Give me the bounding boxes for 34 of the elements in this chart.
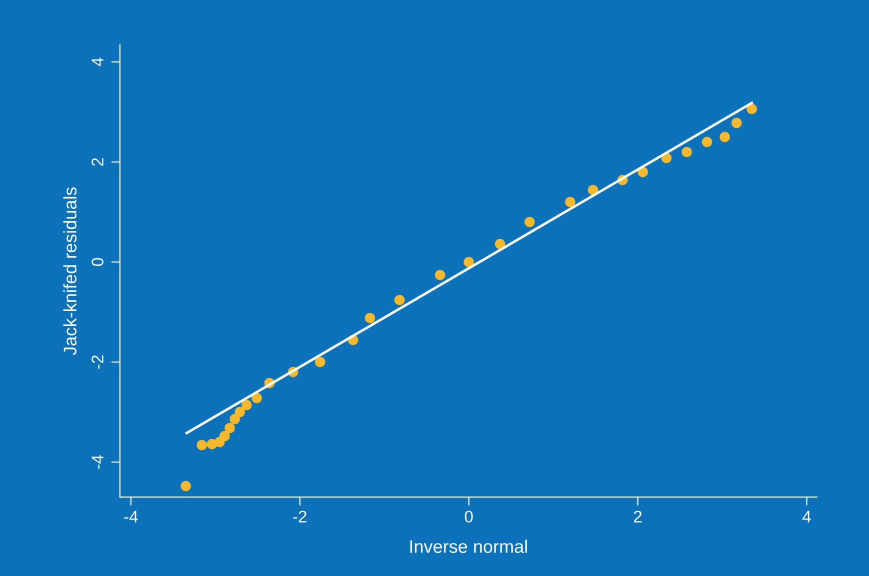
point	[234, 406, 246, 418]
point	[720, 132, 730, 142]
y-axis-title: Jack-knifed residuals	[63, 187, 77, 356]
point	[364, 312, 376, 324]
point	[434, 270, 446, 280]
point	[731, 118, 742, 128]
y-tick-label: -2	[92, 355, 104, 369]
point	[494, 238, 506, 250]
x-tick-label: 0	[464, 510, 473, 523]
point	[524, 216, 535, 228]
x-tick-label: 4	[802, 510, 811, 522]
point	[314, 356, 326, 368]
point	[252, 392, 262, 404]
point	[394, 294, 405, 306]
point	[180, 480, 191, 492]
point	[682, 146, 692, 158]
point	[224, 422, 235, 434]
point	[230, 414, 240, 424]
x-axis-title: Inverse normal	[410, 540, 527, 553]
y-tick-label: 0	[92, 258, 104, 266]
x-tick-label: -4	[124, 510, 138, 522]
x-tick-label: 2	[634, 510, 642, 522]
point	[588, 184, 598, 196]
point	[565, 196, 576, 208]
x-tick-label: -2	[293, 510, 306, 522]
y-tick-label: -4	[92, 455, 104, 469]
point	[702, 136, 712, 148]
point	[241, 400, 252, 410]
point	[464, 256, 474, 268]
point	[746, 104, 757, 114]
y-tick-label: 2	[92, 158, 104, 166]
point	[220, 430, 230, 442]
y-tick-label: 4	[92, 58, 104, 66]
point	[196, 440, 208, 450]
